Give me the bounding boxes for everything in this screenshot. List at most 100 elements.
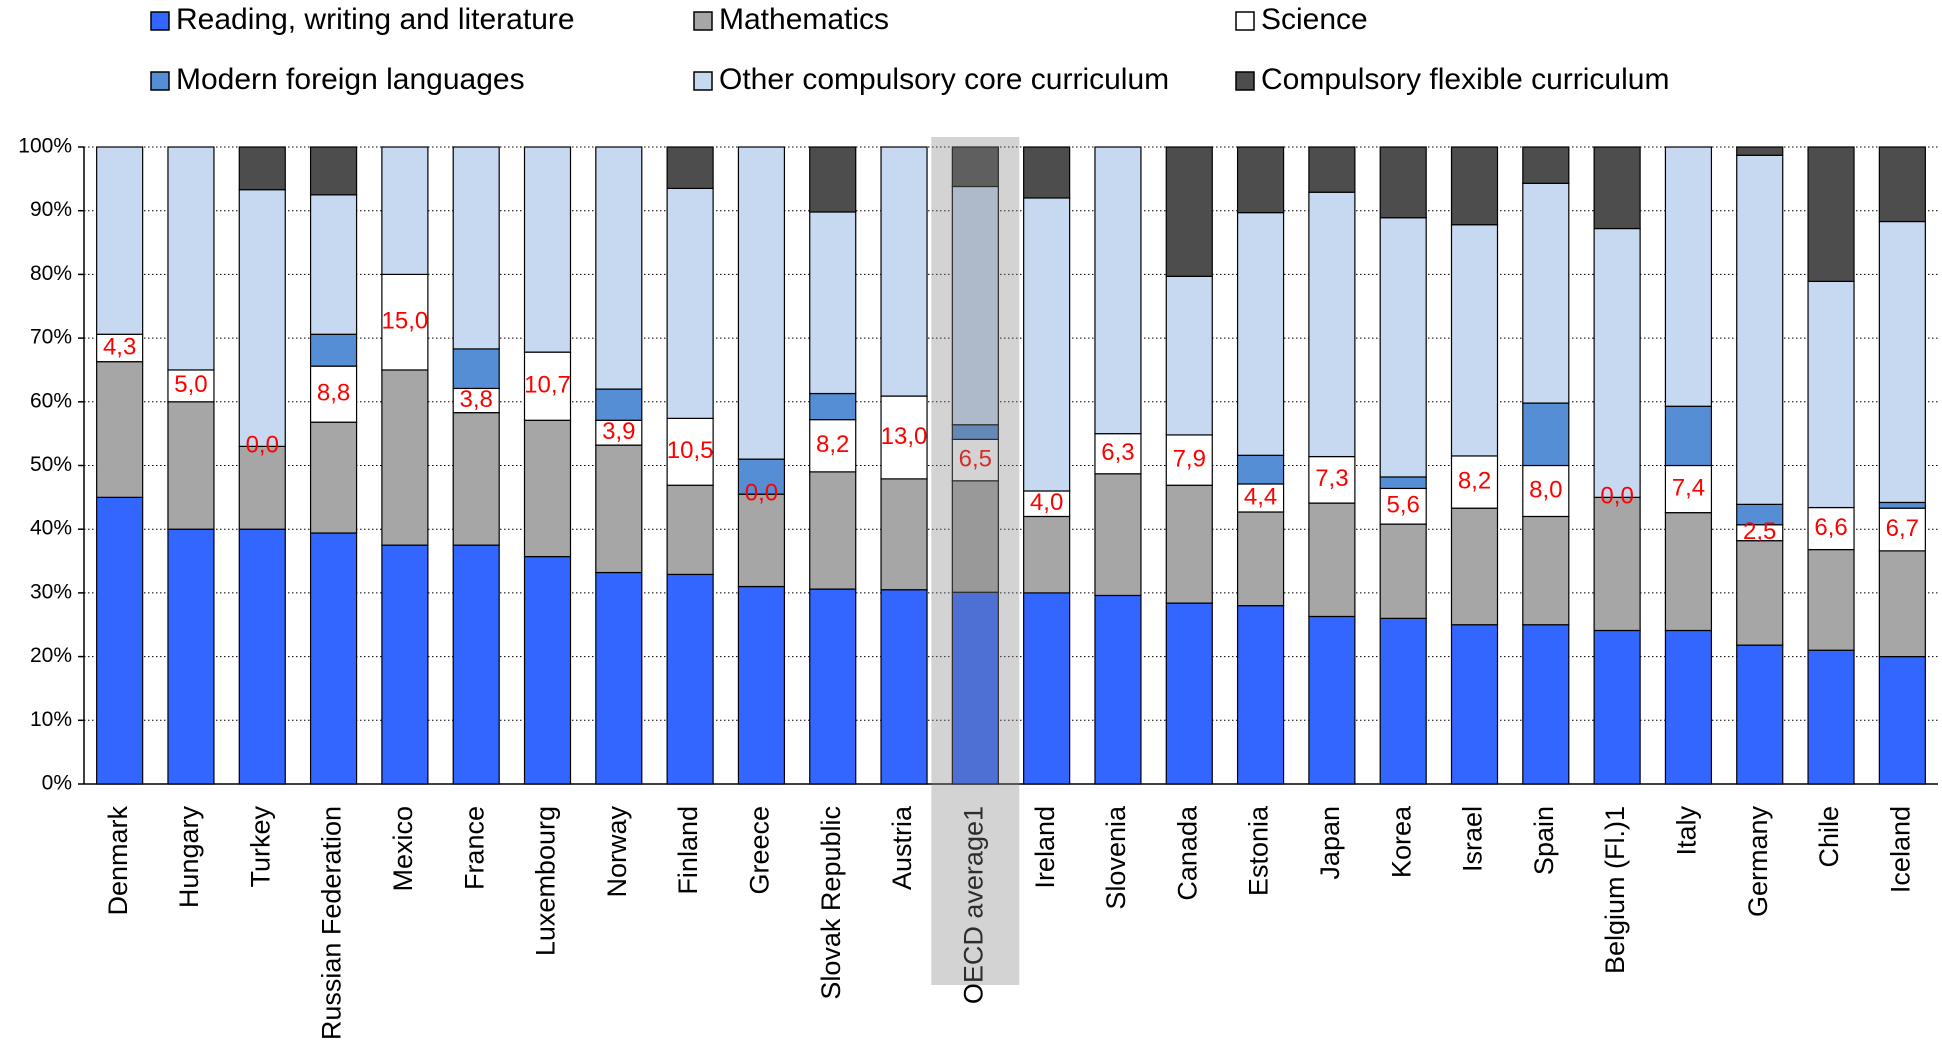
- bar-segment: [1450, 146, 1499, 226]
- data-label: 15,0: [382, 308, 429, 335]
- legend-label: Reading, writing and literature: [176, 3, 575, 36]
- bar-segment: [1379, 146, 1427, 219]
- bar-segment: [1807, 649, 1855, 785]
- bar-segment: [381, 544, 429, 785]
- bar-segment: [951, 480, 999, 593]
- y-tick-label: 100%: [18, 135, 72, 158]
- x-tick-label: Hungary: [174, 806, 204, 909]
- bar-segment: [737, 458, 786, 495]
- bar-segment: [452, 544, 500, 785]
- bar-segment: [1450, 455, 1499, 509]
- bar-segment: [666, 187, 714, 419]
- bar-segment: [1308, 615, 1356, 785]
- x-tick-label: Belgium (Fl.)1: [1600, 806, 1630, 974]
- data-label: 6,6: [1814, 514, 1847, 541]
- data-label: 10,7: [524, 372, 571, 399]
- bar-segment: [1593, 496, 1641, 632]
- legend-swatch: [1235, 71, 1255, 91]
- x-tick-label: Japan: [1315, 806, 1345, 880]
- bar-segment: [737, 493, 786, 588]
- x-tick-label: Norway: [602, 806, 632, 898]
- data-label: 0,0: [745, 480, 778, 507]
- x-tick-label: Chile: [1814, 806, 1844, 868]
- bar-segment: [1023, 490, 1071, 518]
- data-label: 0,0: [1600, 483, 1633, 510]
- bar-segment: [238, 189, 286, 447]
- x-tick-label: Iceland: [1885, 806, 1915, 893]
- bar-segment: [1807, 506, 1855, 551]
- bar-segment: [523, 555, 572, 785]
- legend-label: Compulsory flexible curriculum: [1261, 63, 1669, 96]
- legend-swatch: [693, 11, 713, 31]
- bar-segment: [595, 571, 643, 785]
- legend-swatch: [1235, 11, 1255, 31]
- x-tick-label: Slovenia: [1101, 805, 1131, 910]
- bar-segment: [1165, 484, 1213, 604]
- x-tick-label: France: [459, 806, 489, 890]
- bar-segment: [452, 412, 500, 546]
- data-label: 6,7: [1886, 515, 1919, 542]
- bar-segment: [1450, 224, 1499, 457]
- y-tick-label: 70%: [30, 326, 72, 349]
- data-label: 4,4: [1244, 483, 1277, 510]
- data-label: 3,9: [602, 418, 635, 445]
- bar-segment: [96, 146, 144, 335]
- x-tick-label: Estonia: [1244, 805, 1274, 896]
- data-label: 7,4: [1672, 474, 1705, 501]
- bar-segment: [309, 333, 358, 367]
- y-tick-label: 80%: [30, 262, 72, 285]
- bar-segment: [1094, 594, 1142, 785]
- bar-segment: [809, 211, 857, 395]
- bar-segment: [167, 528, 215, 785]
- bar-segment: [666, 573, 714, 785]
- x-tick-label: Spain: [1529, 806, 1559, 875]
- legend-label: Other compulsory core curriculum: [719, 63, 1169, 96]
- bar-segment: [1308, 502, 1356, 618]
- bar-segment: [523, 146, 572, 353]
- y-tick-label: 0%: [42, 772, 72, 795]
- bar-segment: [1736, 540, 1784, 646]
- data-label: 4,0: [1030, 489, 1063, 516]
- bar-segment: [1878, 220, 1926, 504]
- bar-segment: [809, 392, 857, 421]
- data-label: 10,5: [667, 437, 714, 464]
- data-label: 4,3: [103, 333, 136, 360]
- y-tick-label: 10%: [30, 708, 72, 731]
- bar-segment: [1522, 515, 1570, 626]
- data-label: 8,8: [317, 379, 350, 406]
- bar-segment: [809, 146, 857, 213]
- bar-segment: [1807, 146, 1855, 283]
- bar-segment: [880, 395, 928, 480]
- bar-segment: [666, 146, 714, 190]
- bar-segment: [1023, 197, 1071, 492]
- bar-segment: [1165, 602, 1213, 785]
- bar-segment: [167, 146, 215, 371]
- x-tick-label: Israel: [1458, 806, 1488, 872]
- bar-segment: [951, 438, 999, 482]
- legend-label: Modern foreign languages: [176, 63, 525, 96]
- bar-segment: [666, 417, 714, 486]
- data-label: 5,0: [174, 371, 207, 398]
- x-tick-label: Slovak Republic: [816, 806, 846, 1000]
- bar-segment: [381, 146, 429, 276]
- bar-segment: [1236, 483, 1285, 513]
- bar-segment: [880, 589, 928, 785]
- x-tick-label: Canada: [1172, 805, 1202, 901]
- bar-segment: [1308, 146, 1356, 193]
- bar-segment: [1807, 548, 1855, 651]
- legend-label: Science: [1261, 3, 1368, 36]
- bar-segment: [167, 401, 215, 530]
- bar-segment: [1736, 146, 1784, 156]
- bar-segment: [1236, 511, 1285, 607]
- bar-segment: [595, 146, 643, 390]
- bar-segment: [1450, 624, 1499, 785]
- bar-segment: [1593, 629, 1641, 785]
- x-tick-label: Turkey: [245, 806, 275, 888]
- bar-segment: [96, 333, 144, 363]
- bar-segment: [96, 496, 144, 785]
- bar-segment: [809, 419, 857, 473]
- bar-segment: [1023, 146, 1071, 199]
- bar-segment: [1664, 512, 1713, 632]
- data-label: 0,0: [246, 432, 279, 459]
- bar-segment: [1094, 433, 1142, 475]
